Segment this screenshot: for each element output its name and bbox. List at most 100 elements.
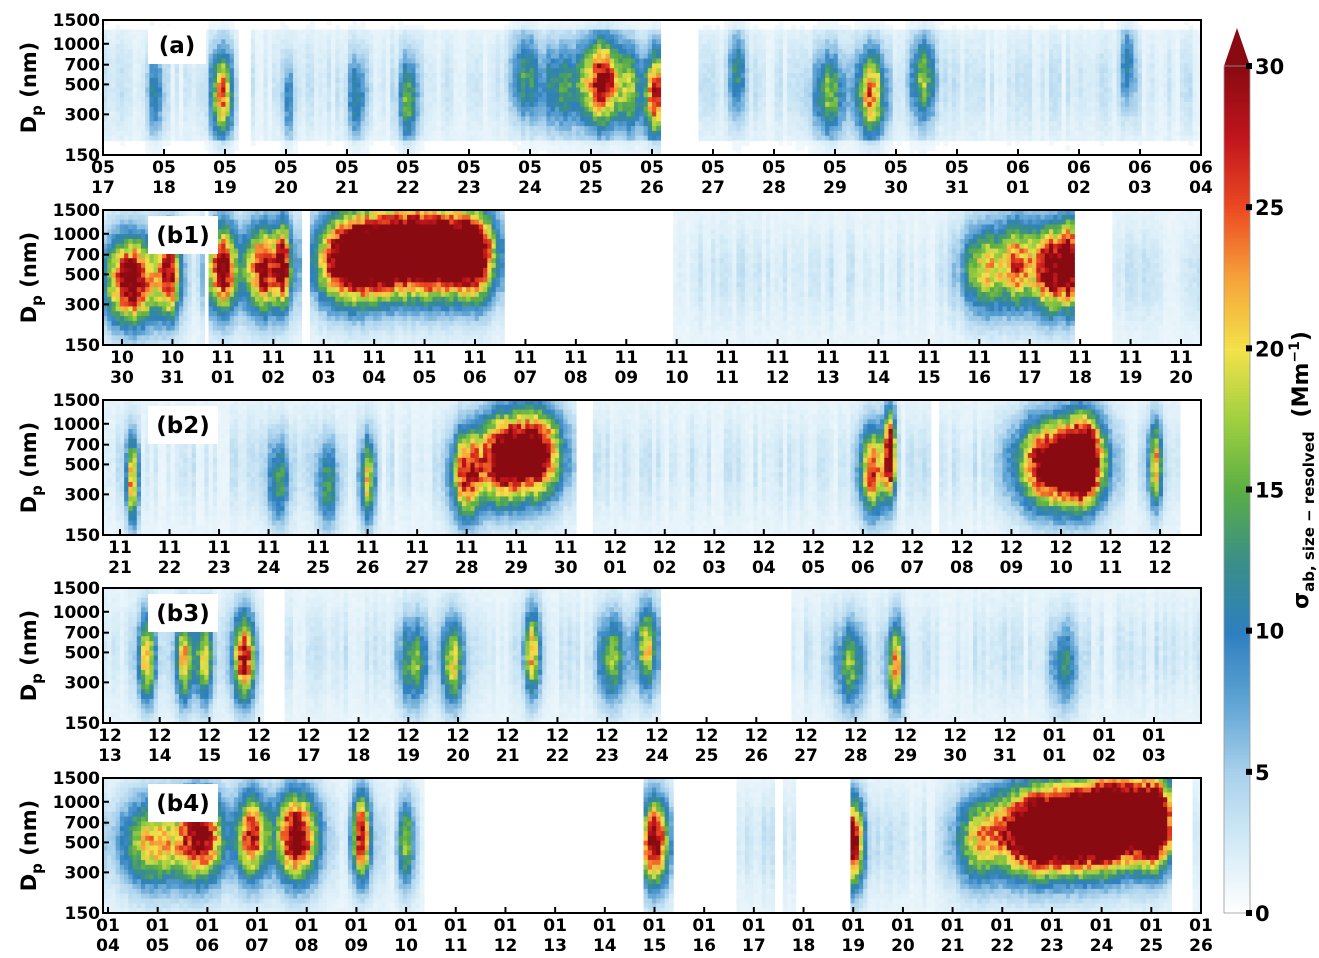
x-tick-day: 26 — [1189, 936, 1213, 956]
x-tick-month: 05 — [518, 158, 542, 178]
x-tick-month: 01 — [295, 916, 319, 936]
panel-tag: (a) — [159, 33, 196, 59]
x-tick-month: 05 — [640, 158, 664, 178]
heatmap-cells — [103, 778, 1201, 913]
x-tick-month: 12 — [446, 726, 470, 746]
x-tick-day: 20 — [446, 746, 470, 766]
y-axis-label: Dp (nm) — [17, 800, 46, 892]
x-tick-day: 27 — [794, 746, 818, 766]
panel-tag: (b2) — [156, 413, 210, 439]
y-tick-label: 700 — [65, 624, 101, 644]
x-tick-month: 12 — [653, 538, 677, 558]
x-tick-day: 31 — [993, 746, 1017, 766]
heatmap-cells — [103, 400, 1181, 535]
x-tick-month: 01 — [1092, 726, 1116, 746]
x-tick-day: 05 — [801, 558, 825, 578]
colorbar-tick-label: 10 — [1255, 620, 1284, 644]
x-tick-day: 22 — [546, 746, 570, 766]
x-tick-month: 12 — [695, 726, 719, 746]
panel-tag-box — [148, 594, 218, 632]
x-tick-month: 11 — [816, 348, 840, 368]
x-tick-day: 08 — [950, 558, 974, 578]
y-tick-label: 1000 — [53, 225, 100, 245]
x-tick-day: 26 — [640, 178, 664, 198]
x-tick-month: 01 — [643, 916, 667, 936]
x-tick-month: 01 — [593, 916, 617, 936]
y-tick-label: 1500 — [53, 769, 100, 789]
x-tick-day: 16 — [692, 936, 716, 956]
x-tick-day: 26 — [744, 746, 768, 766]
x-tick-month: 01 — [841, 916, 865, 936]
x-tick-month: 05 — [396, 158, 420, 178]
x-tick-day: 10 — [394, 936, 418, 956]
x-tick-day: 07 — [514, 368, 538, 388]
x-tick-month: 01 — [1139, 916, 1163, 936]
x-tick-month: 11 — [1169, 348, 1193, 368]
y-tick-label: 150 — [65, 146, 101, 166]
x-tick-day: 19 — [213, 178, 237, 198]
y-tick-label: 700 — [65, 56, 101, 76]
x-tick-month: 06 — [1006, 158, 1030, 178]
x-tick-month: 11 — [514, 348, 538, 368]
x-tick-month: 12 — [851, 538, 875, 558]
heatmap-cells — [103, 20, 1201, 155]
x-tick-month: 11 — [867, 348, 891, 368]
x-tick-month: 12 — [198, 726, 222, 746]
panel-a: 1500100070050030015005170518051905200521… — [17, 11, 1213, 198]
x-tick-day: 17 — [91, 178, 115, 198]
panel-b4: 1500100070050030015001040105010601070108… — [17, 769, 1213, 956]
x-tick-day: 23 — [457, 178, 481, 198]
x-tick-month: 05 — [701, 158, 725, 178]
panel-tag: (b1) — [156, 223, 210, 249]
x-tick-day: 03 — [1128, 178, 1152, 198]
x-tick-day: 04 — [96, 936, 120, 956]
plot-frame — [102, 587, 1202, 724]
plot-frame — [102, 777, 1202, 914]
x-tick-day: 07 — [901, 558, 925, 578]
x-tick-month: 05 — [274, 158, 298, 178]
x-tick-day: 11 — [715, 368, 739, 388]
x-tick-month: 12 — [794, 726, 818, 746]
colorbar-gradient — [1224, 66, 1250, 914]
panel-tag-box — [148, 784, 218, 822]
x-tick-day: 30 — [554, 558, 578, 578]
x-tick-day: 29 — [823, 178, 847, 198]
y-tick-label: 500 — [65, 455, 101, 475]
colorbar-tick-label: 30 — [1255, 55, 1284, 79]
colorbar-tick-mark — [1246, 768, 1252, 775]
x-tick-day: 09 — [1000, 558, 1024, 578]
x-tick-day: 12 — [494, 936, 518, 956]
x-tick-month: 11 — [207, 538, 231, 558]
y-tick-label: 150 — [65, 904, 101, 924]
x-tick-month: 12 — [546, 726, 570, 746]
x-tick-day: 01 — [1043, 746, 1067, 766]
x-tick-month: 11 — [715, 348, 739, 368]
x-tick-day: 13 — [816, 368, 840, 388]
x-tick-day: 08 — [295, 936, 319, 956]
x-tick-day: 18 — [152, 178, 176, 198]
x-tick-day: 09 — [614, 368, 638, 388]
x-tick-day: 01 — [211, 368, 235, 388]
x-tick-month: 11 — [158, 538, 182, 558]
x-tick-month: 12 — [702, 538, 726, 558]
x-tick-month: 01 — [245, 916, 269, 936]
y-tick-label: 1000 — [53, 35, 100, 55]
x-tick-month: 01 — [1090, 916, 1114, 936]
x-tick-month: 11 — [362, 348, 386, 368]
x-tick-day: 19 — [396, 746, 420, 766]
x-tick-month: 12 — [595, 726, 619, 746]
y-tick-label: 1500 — [53, 579, 100, 599]
colorbar-extend-arrow — [1224, 28, 1250, 66]
panel-tag: (b4) — [156, 791, 210, 817]
colorbar-tick-mark — [1246, 910, 1252, 916]
y-tick-label: 500 — [65, 75, 101, 95]
x-tick-month: 12 — [645, 726, 669, 746]
y-tick-label: 150 — [65, 336, 101, 356]
x-tick-month: 05 — [457, 158, 481, 178]
x-tick-month: 12 — [752, 538, 776, 558]
x-tick-month: 05 — [579, 158, 603, 178]
colorbar-tick-mark — [1246, 63, 1252, 69]
x-tick-day: 06 — [196, 936, 220, 956]
x-tick-month: 01 — [96, 916, 120, 936]
x-tick-month: 12 — [894, 726, 918, 746]
